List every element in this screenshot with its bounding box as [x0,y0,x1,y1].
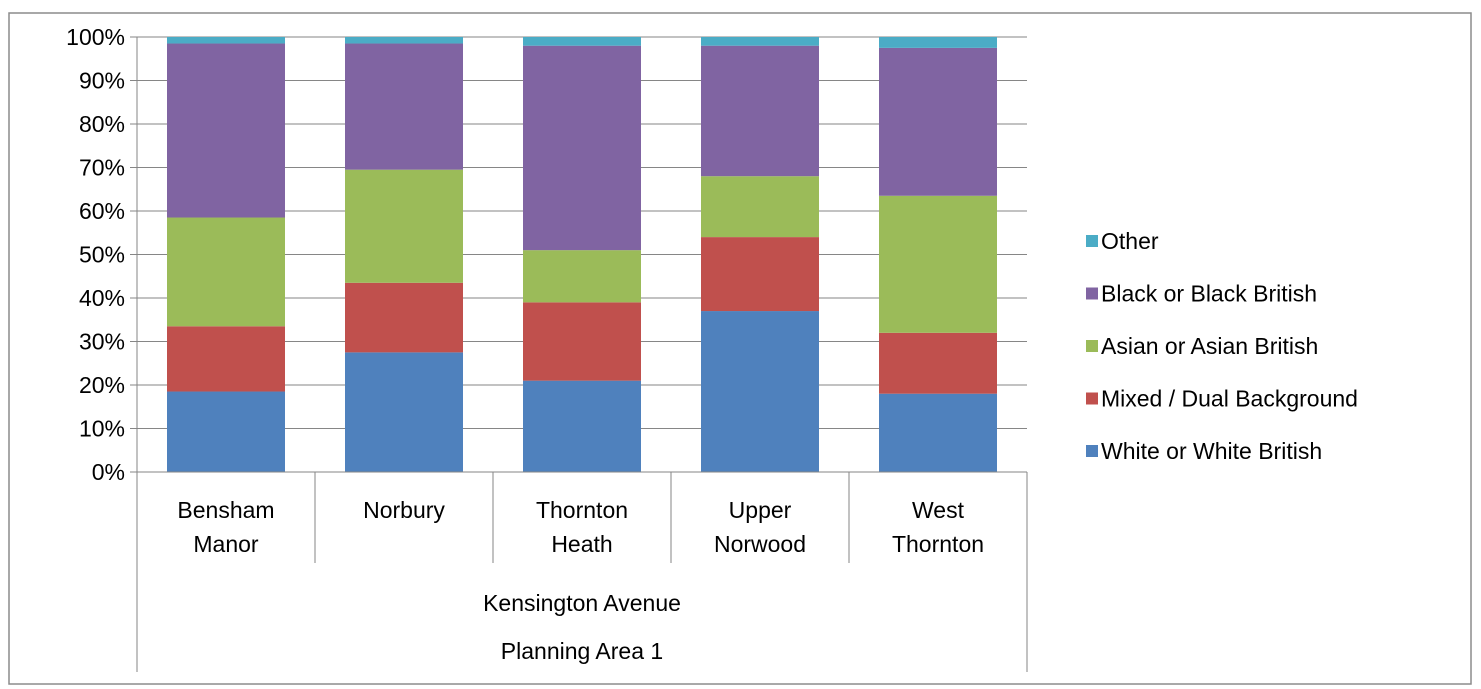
legend-item[interactable]: Asian or Asian British [1086,333,1318,359]
x-category-label: Bensham [177,497,274,523]
bar-segment [701,176,819,238]
bar-segment [701,237,819,312]
y-tick-label: 40% [79,285,125,311]
bar-segment [167,391,285,472]
legend-label: Black or Black British [1101,281,1317,307]
x-category-label: Norwood [714,531,806,557]
legend-label: Asian or Asian British [1101,333,1318,359]
legend-swatch [1086,392,1098,405]
legend-swatch [1086,445,1098,457]
bar-segment [879,332,997,394]
legend-label: Other [1101,228,1159,254]
y-tick-label: 100% [66,24,125,50]
y-tick-label: 20% [79,372,125,398]
x-group-label: Planning Area 1 [501,638,663,664]
x-category-label: Thornton [536,497,628,523]
y-tick-label: 80% [79,111,125,137]
bar-segment [167,326,285,392]
bar-segment [701,45,819,177]
bar-segment [345,43,463,170]
x-category-label: Norbury [363,497,445,523]
x-category-label: Manor [193,531,259,557]
legend-label: White or White British [1101,438,1322,464]
x-category-label: Upper [729,497,792,523]
bar-segment [523,45,641,251]
y-tick-labels: 0% 10% 20% 30% 40% 50% 60% 70% 80% 90% 100% [66,24,125,485]
legend-swatch [1086,235,1098,247]
legend-item[interactable]: Other [1086,228,1159,254]
x-category-label: Heath [551,531,612,557]
legend-label: Mixed / Dual Background [1101,386,1358,412]
legend-item[interactable]: White or White British [1086,438,1322,464]
bar-segment [523,302,641,381]
y-tick-label: 70% [79,155,125,181]
x-group-labels: Kensington Avenue Planning Area 1 [483,590,681,664]
x-category-label: Thornton [892,531,984,557]
bar-segment [879,47,997,196]
y-tick-label: 60% [79,198,125,224]
x-group-label: Kensington Avenue [483,590,681,616]
x-category-label: West [912,497,965,523]
bar-segment [167,37,285,44]
bar-segment [879,393,997,472]
bar-segment [523,250,641,303]
bar-segment [345,169,463,283]
legend-item[interactable]: Black or Black British [1086,281,1317,307]
legend-swatch [1086,287,1098,300]
bars [167,37,997,472]
y-tick-label: 90% [79,68,125,94]
x-category-labels: Bensham Manor Norbury Thornton Heath Upper Nor… [177,497,984,557]
bar-segment [167,43,285,218]
bar-segment [701,37,819,46]
y-tick-label: 10% [79,416,125,442]
bar-segment [345,282,463,353]
bar-segment [879,195,997,333]
legend-swatch [1086,340,1098,352]
bar-segment [345,352,463,472]
bar-segment [879,37,997,48]
legend-item[interactable]: Mixed / Dual Background [1086,386,1358,412]
bar-segment [167,217,285,327]
y-tick-label: 30% [79,329,125,355]
legend[interactable]: Other Black or Black British Asian or Asia… [1086,228,1358,464]
y-tick-label: 50% [79,242,125,268]
axes [130,36,1028,672]
y-tick-label: 0% [92,459,125,485]
bar-segment [701,311,819,472]
bar-segment [523,380,641,472]
bar-segment [345,37,463,44]
bar-segment [523,37,641,46]
